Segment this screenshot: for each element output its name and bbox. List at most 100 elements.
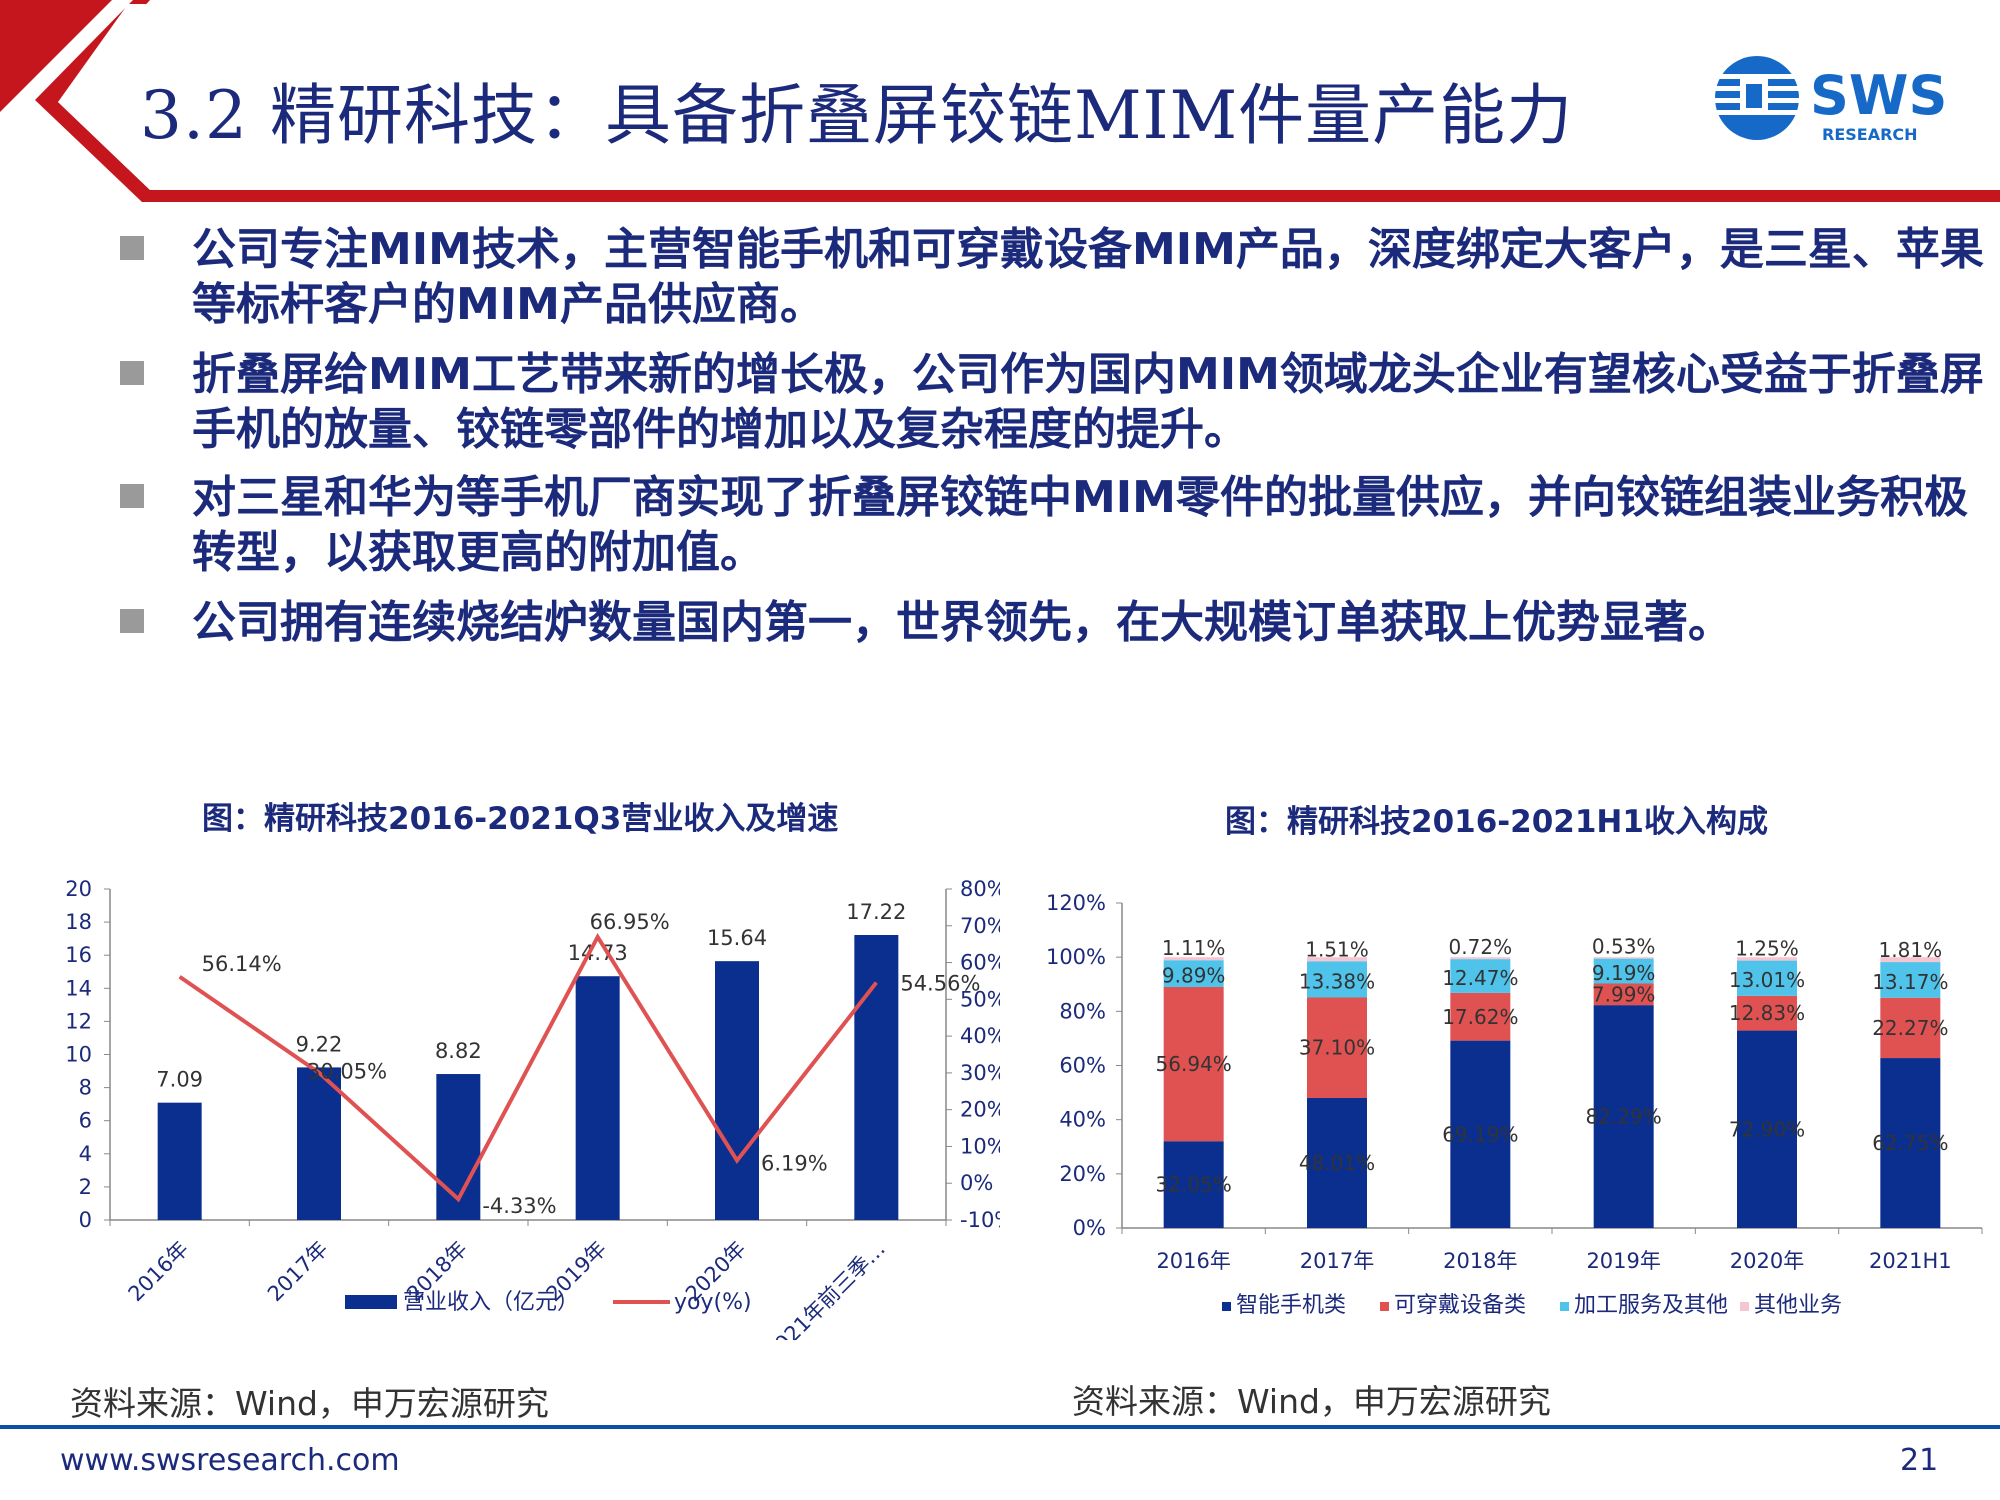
legend-label-4: 其他业务 xyxy=(1754,1293,1842,1318)
page-number: 21 xyxy=(1900,1443,1939,1478)
revenue-bar-label: 9.22 xyxy=(296,1032,343,1056)
y-tick-label: 80% xyxy=(1059,999,1106,1023)
stack-segment-1 xyxy=(1307,1097,1367,1228)
stack-segment-3 xyxy=(1593,958,1654,984)
bullet-square-icon xyxy=(120,361,144,385)
revenue-bar-label: 15.64 xyxy=(707,926,767,950)
stack-label-1: 82.29% xyxy=(1586,1105,1662,1129)
stack-label-4: 0.72% xyxy=(1449,935,1513,959)
x-category-label: 2020年 xyxy=(1730,1249,1804,1273)
stack-label-3: 13.17% xyxy=(1872,970,1948,994)
x-category-label: 2019年 xyxy=(1586,1249,1660,1273)
x-category-label: 2017年 xyxy=(1300,1249,1374,1273)
sws-logo: SWS RESEARCH xyxy=(1710,48,1990,148)
legend-label-3: 加工服务及其他 xyxy=(1574,1293,1728,1318)
x-category-label: 2021年前三季… xyxy=(761,1237,890,1340)
revenue-bar-label: 7.09 xyxy=(156,1068,203,1092)
logo-icon: SWS RESEARCH xyxy=(1715,56,1947,144)
stack-segment-1 xyxy=(1880,1058,1941,1228)
legend-yoy-label: yoy(%) xyxy=(674,1290,752,1315)
bullet-text: 折叠屏给MIM工艺带来新的增长极，公司作为国内MIM领域龙头企业有望核心受益于折… xyxy=(192,349,1984,455)
x-category-label: 2016年 xyxy=(124,1237,194,1307)
stack-segment-3 xyxy=(1880,962,1941,998)
stack-label-1: 32.05% xyxy=(1156,1173,1232,1197)
y-tick-label: 20 xyxy=(65,877,92,901)
y-tick-label: 16 xyxy=(65,943,92,967)
y-tick-label: 12 xyxy=(65,1009,92,1033)
x-category-label: 2017年 xyxy=(263,1237,333,1307)
logo-subtext: RESEARCH xyxy=(1822,125,1918,144)
stack-segment-3 xyxy=(1450,959,1511,993)
stack-label-2: 37.10% xyxy=(1299,1036,1375,1060)
y-tick-label: 100% xyxy=(1046,945,1106,969)
bullet-text: 对三星和华为等手机厂商实现了折叠屏铰链中MIM零件的批量供应，并向铰链组装业务积… xyxy=(192,472,1968,578)
stack-segment-1 xyxy=(1163,1141,1224,1228)
legend-label-2: 可穿戴设备类 xyxy=(1394,1293,1526,1318)
y-tick-label: 0% xyxy=(1073,1216,1106,1240)
y-tick-label: 18 xyxy=(65,910,92,934)
right-chart-caption: 图：精研科技2016-2021H1收入构成 xyxy=(1225,804,1768,840)
footer-url[interactable]: www.swsresearch.com xyxy=(60,1443,400,1478)
legend-swatch-4 xyxy=(1740,1302,1749,1311)
y-tick-label: 120% xyxy=(1046,891,1106,915)
yoy-label: 56.14% xyxy=(202,952,282,976)
y-tick-label: 6 xyxy=(79,1109,92,1133)
logo-text: SWS xyxy=(1810,64,1947,127)
stack-label-1: 72.90% xyxy=(1729,1117,1805,1141)
stack-segment-4 xyxy=(1163,957,1224,961)
bullet-text: 公司拥有连续烧结炉数量国内第一，世界领先，在大规模订单获取上优势显著。 xyxy=(192,597,1732,648)
revenue-bar xyxy=(297,1067,341,1220)
stack-label-3: 12.47% xyxy=(1442,966,1518,990)
stack-segment-2 xyxy=(1163,986,1224,1142)
stack-label-3: 9.89% xyxy=(1162,964,1226,988)
header-white-panel xyxy=(58,4,2000,190)
revenue-composition-chart: 0% 20% 40% 60% 80% 100% 120% 32.05% 56.94% 9.89% 1… xyxy=(1046,891,1983,1318)
stack-segment-2 xyxy=(1880,997,1941,1059)
y2-tick-label: 0% xyxy=(960,1171,993,1195)
y-tick-label: 0 xyxy=(79,1208,92,1232)
yoy-label: -4.33% xyxy=(482,1194,556,1218)
legend-swatch-3 xyxy=(1560,1302,1569,1311)
left-chart-caption: 图：精研科技2016-2021Q3营业收入及增速 xyxy=(202,801,839,837)
stack-segment-4 xyxy=(1450,957,1511,960)
y-tick-label: 60% xyxy=(1059,1054,1106,1078)
x-category-label: 2021H1 xyxy=(1869,1249,1952,1273)
stack-label-1: 62.75% xyxy=(1872,1131,1948,1155)
stack-label-2: 7.99% xyxy=(1592,982,1656,1006)
revenue-bar xyxy=(854,935,899,1220)
y-tick-label: 4 xyxy=(79,1142,92,1166)
revenue-bar-label: 14.73 xyxy=(568,941,628,965)
legend-swatch-1 xyxy=(1222,1302,1231,1311)
bullet-square-icon xyxy=(120,236,144,260)
stack-segment-1 xyxy=(1593,1005,1654,1228)
y2-tick-label: 30% xyxy=(960,1061,1000,1085)
header-red-corner xyxy=(0,0,112,112)
left-chart-source: 资料来源：Wind，申万宏源研究 xyxy=(70,1384,549,1423)
yoy-label: 54.56% xyxy=(900,972,980,996)
stack-segment-4 xyxy=(1880,957,1941,963)
revenue-bar xyxy=(157,1102,202,1220)
stack-label-4: 0.53% xyxy=(1592,935,1656,959)
stack-segment-3 xyxy=(1307,961,1367,998)
footer-divider xyxy=(0,1425,2000,1429)
y-tick-label: 40% xyxy=(1059,1108,1106,1132)
yoy-label: 6.19% xyxy=(761,1151,828,1175)
bullet-square-icon xyxy=(120,484,144,508)
revenue-bar-label: 8.82 xyxy=(435,1039,482,1063)
right-chart-source: 资料来源：Wind，申万宏源研究 xyxy=(1072,1382,1551,1421)
stack-segment-2 xyxy=(1593,983,1654,1006)
revenue-bar xyxy=(575,976,620,1220)
stack-label-2: 17.62% xyxy=(1442,1005,1518,1029)
header-frame xyxy=(0,0,2000,202)
y2-tick-label: 50% xyxy=(960,987,1000,1011)
stack-segment-4 xyxy=(1593,957,1654,959)
y2-tick-label: 20% xyxy=(960,1098,1000,1122)
legend-revenue-swatch xyxy=(345,1295,397,1309)
y-tick-label: 2 xyxy=(79,1175,92,1199)
slide-header: 3.2 精研科技：具备折叠屏铰链MIM件量产能力 SWS RESEARCH xyxy=(0,0,2000,205)
y-tick-label: 20% xyxy=(1059,1162,1106,1186)
stack-label-3: 13.01% xyxy=(1729,968,1805,992)
y2-tick-label: 60% xyxy=(960,951,1000,975)
stack-label-1: 48.01% xyxy=(1299,1151,1375,1175)
y-tick-label: 14 xyxy=(65,976,92,1000)
